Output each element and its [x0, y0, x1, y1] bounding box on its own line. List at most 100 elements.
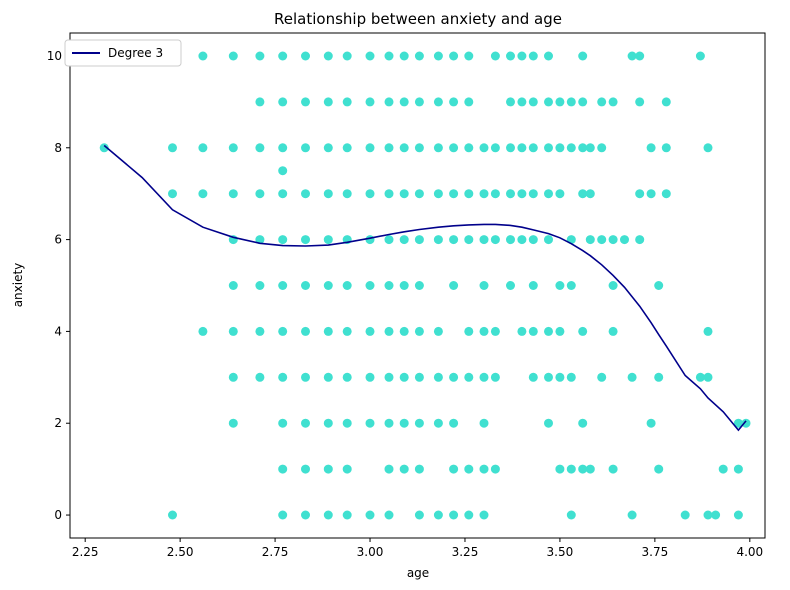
y-tick-label: 4: [54, 324, 62, 338]
scatter-point-23: [255, 372, 265, 382]
scatter-point-6: [198, 189, 208, 199]
scatter-point-21: [255, 281, 265, 290]
scatter-point-149: [490, 143, 500, 153]
scatter-point-115: [433, 235, 443, 245]
scatter-point-138: [464, 510, 474, 520]
scatter-point-18: [255, 143, 265, 153]
scatter-point-157: [506, 143, 515, 153]
scatter-point-20: [255, 235, 265, 245]
scatter-point-235: [695, 51, 705, 61]
scatter-point-94: [399, 235, 409, 245]
scatter-point-60: [342, 143, 352, 153]
scatter-point-231: [661, 97, 671, 107]
scatter-point-168: [528, 97, 538, 107]
scatter-point-164: [517, 189, 527, 199]
scatter-point-51: [323, 235, 333, 245]
scatter-point-141: [479, 235, 489, 245]
scatter-point-85: [384, 326, 394, 336]
scatter-point-214: [608, 281, 618, 290]
scatter-point-202: [578, 418, 588, 428]
scatter-point-26: [278, 143, 288, 153]
scatter-point-237: [703, 143, 713, 153]
scatter-point-111: [433, 51, 443, 61]
scatter-point-12: [228, 281, 238, 290]
scatter-point-186: [555, 281, 565, 290]
scatter-point-83: [384, 235, 394, 245]
scatter-point-7: [198, 326, 208, 336]
scatter-point-46: [301, 510, 310, 520]
x-tick-label: 2.75: [262, 545, 289, 559]
scatter-point-69: [365, 51, 375, 61]
scatter-point-140: [479, 189, 489, 199]
scatter-point-8: [228, 51, 238, 61]
scatter-point-57: [323, 510, 333, 520]
scatter-point-170: [528, 189, 538, 199]
scatter-point-28: [278, 189, 288, 199]
scatter-point-232: [661, 143, 671, 153]
x-tick-label: 4.00: [736, 545, 763, 559]
scatter-point-40: [301, 235, 310, 245]
scatter-point-41: [301, 281, 310, 290]
scatter-point-84: [384, 281, 394, 290]
scatter-point-198: [578, 97, 588, 107]
scatter-point-38: [301, 143, 310, 153]
y-tick-label: 8: [54, 141, 62, 155]
scatter-point-0: [99, 143, 109, 153]
scatter-point-175: [544, 51, 553, 61]
scatter-point-92: [399, 143, 409, 153]
scatter-point-239: [703, 372, 713, 382]
scatter-point-29: [278, 235, 288, 245]
scatter-point-114: [433, 189, 443, 199]
scatter-point-33: [278, 418, 288, 428]
y-tick-label: 10: [47, 49, 62, 63]
scatter-point-77: [365, 418, 375, 428]
scatter-point-179: [544, 235, 553, 245]
scatter-point-219: [627, 372, 637, 382]
scatter-point-234: [680, 510, 690, 520]
regression-curve-layer: [103, 144, 747, 432]
scatter-point-47: [323, 51, 333, 61]
scatter-point-37: [301, 97, 310, 107]
scatter-point-136: [464, 372, 474, 382]
scatter-point-1: [168, 143, 177, 153]
x-tick-label: 2.25: [72, 545, 99, 559]
scatter-point-122: [449, 143, 459, 153]
scatter-point-209: [597, 143, 607, 153]
scatter-point-153: [490, 372, 500, 382]
scatter-point-4: [198, 51, 208, 61]
scatter-point-224: [635, 235, 645, 245]
scatter-point-222: [635, 97, 645, 107]
scatter-point-22: [255, 326, 265, 336]
scatter-point-156: [506, 97, 515, 107]
scatter-point-148: [490, 51, 500, 61]
x-tick-label: 2.50: [167, 545, 194, 559]
scatter-point-119: [433, 510, 443, 520]
scatter-point-93: [399, 189, 409, 199]
scatter-point-16: [255, 51, 265, 61]
scatter-point-207: [585, 464, 595, 474]
scatter-point-35: [278, 510, 288, 520]
scatter-point-43: [301, 372, 310, 382]
scatter-point-188: [555, 372, 565, 382]
scatter-point-86: [384, 372, 394, 382]
scatter-point-32: [278, 372, 288, 382]
scatter-point-70: [365, 97, 375, 107]
scatter-point-151: [490, 235, 500, 245]
scatter-point-30: [278, 281, 288, 290]
scatter-point-206: [585, 235, 595, 245]
scatter-point-107: [414, 372, 424, 382]
scatter-point-199: [578, 143, 588, 153]
scatter-point-74: [365, 281, 375, 290]
scatter-point-58: [342, 51, 352, 61]
scatter-point-103: [414, 189, 424, 199]
scatter-point-161: [517, 51, 527, 61]
scatter-point-76: [365, 372, 375, 382]
scatter-point-218: [627, 51, 637, 61]
scatter-point-15: [228, 418, 238, 428]
scatter-point-52: [323, 281, 333, 290]
scatter-point-174: [528, 372, 538, 382]
scatter-point-5: [198, 143, 208, 153]
scatter-point-14: [228, 372, 238, 382]
scatter-point-240: [703, 510, 713, 520]
